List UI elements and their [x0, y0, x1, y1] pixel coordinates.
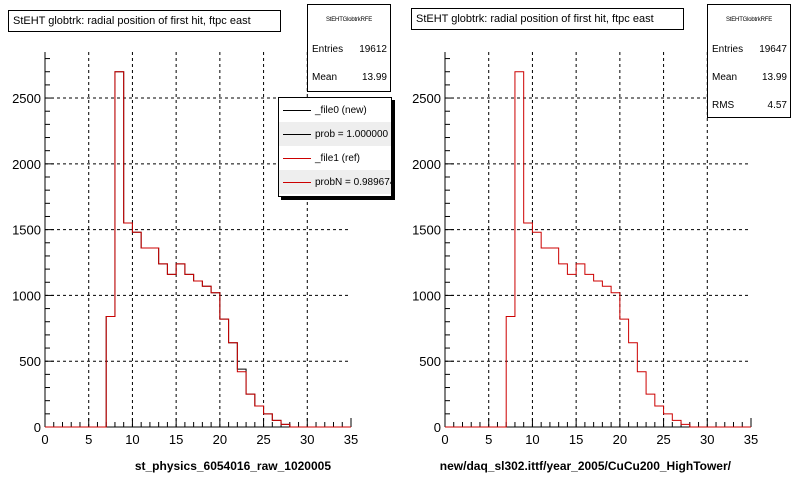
- x-tick-label: 10: [525, 432, 539, 447]
- legend-swatch: [283, 133, 311, 135]
- series-2-histogram: [45, 71, 351, 428]
- x-tick-label: 25: [656, 432, 670, 447]
- legend-swatch: [283, 157, 311, 159]
- x-tick-label: 10: [125, 432, 139, 447]
- pad2-stats-value: 4.57: [767, 99, 787, 111]
- legend-entry-file1: _file1 (ref): [279, 146, 391, 170]
- pad2-plot: 0 5 10 15 20 25 30 35 0 500 1000 1500 2000 2500 new/da…: [412, 52, 758, 473]
- pad1-stats-name: StEHTGlobtrkRFE: [325, 17, 372, 23]
- pad2-stats-row-mean: Mean 13.99: [708, 63, 790, 91]
- x-tick-label: 0: [441, 432, 448, 447]
- legend-label: _file0 (new): [315, 104, 367, 116]
- pad2-stats-label: Entries: [712, 43, 744, 55]
- y-tick-label: 2500: [412, 91, 441, 106]
- legend-label: _file1 (ref): [315, 152, 361, 164]
- pad2-stats-name: StEHTGlobtrkRFE: [725, 17, 772, 23]
- y-tick-label: 500: [419, 354, 441, 369]
- legend-entry-prob: prob = 1.000000: [279, 122, 391, 146]
- y-tick-label: 1000: [12, 288, 41, 303]
- pad2-stats-value: 13.99: [761, 71, 787, 83]
- x-tick-label: 0: [41, 432, 48, 447]
- legend-entry-probn: probN = 0.989674: [279, 170, 391, 194]
- x-tick-label: 30: [700, 432, 714, 447]
- x-tick-label: 20: [213, 432, 227, 447]
- pad1-stats-label: Mean: [312, 71, 338, 83]
- y-tick-label: 2500: [12, 91, 41, 106]
- legend-label: probN = 0.989674: [315, 176, 392, 188]
- x-tick-label: 15: [169, 432, 183, 447]
- pad1-stats-label: Entries: [312, 43, 344, 55]
- x-tick-label: 35: [744, 432, 758, 447]
- x-axis-label: st_physics_6054016_raw_1020005: [135, 459, 331, 473]
- x-tick-label: 5: [485, 432, 492, 447]
- series-1-histogram: [445, 71, 751, 428]
- pad1-stats-row-mean: Mean 13.99: [308, 63, 390, 91]
- y-tick-label: 1500: [412, 223, 441, 238]
- pad1-stats-value: 13.99: [361, 71, 387, 83]
- x-tick-label: 30: [300, 432, 314, 447]
- y-tick-label: 1000: [412, 288, 441, 303]
- x-tick-label: 20: [613, 432, 627, 447]
- pad1-stats-row-entries: Entries 19612: [308, 35, 390, 63]
- pad2-stats-box: StEHTGlobtrkRFE Entries 19647 Mean 13.99…: [707, 4, 791, 118]
- x-tick-label: 5: [85, 432, 92, 447]
- y-tick-label: 2000: [412, 157, 441, 172]
- y-tick-label: 1500: [12, 223, 41, 238]
- legend-label: prob = 1.000000: [315, 128, 389, 140]
- legend-entry-file0: _file0 (new): [279, 98, 391, 122]
- pad2-title: StEHT globtrk: radial position of first …: [411, 8, 684, 30]
- pad2-stats-value: 19647: [759, 43, 787, 55]
- pad2-stats-row-rms: RMS 4.57: [708, 91, 790, 117]
- legend-swatch: [283, 181, 311, 183]
- pad2-stats-label: RMS: [712, 99, 735, 111]
- x-axis-label: new/daq_sl302.ittf/year_2005/CuCu200_Hig…: [440, 459, 732, 473]
- pad1-stats-value: 19612: [359, 43, 387, 55]
- y-tick-label: 2000: [12, 157, 41, 172]
- y-tick-label: 500: [19, 354, 41, 369]
- pad2-stats-row-entries: Entries 19647: [708, 35, 790, 63]
- x-tick-label: 25: [256, 432, 270, 447]
- x-tick-label: 35: [344, 432, 358, 447]
- pad2-stats-label: Mean: [712, 71, 738, 83]
- pad1-stats-box: StEHTGlobtrkRFE Entries 19612 Mean 13.99: [307, 4, 391, 92]
- pad1-title: StEHT globtrk: radial position of first …: [8, 10, 281, 32]
- x-tick-label: 15: [569, 432, 583, 447]
- y-tick-label: 0: [34, 420, 41, 435]
- pad1-legend: _file0 (new) prob = 1.000000 _file1 (ref…: [278, 97, 392, 197]
- legend-swatch: [283, 109, 311, 111]
- y-tick-label: 0: [434, 420, 441, 435]
